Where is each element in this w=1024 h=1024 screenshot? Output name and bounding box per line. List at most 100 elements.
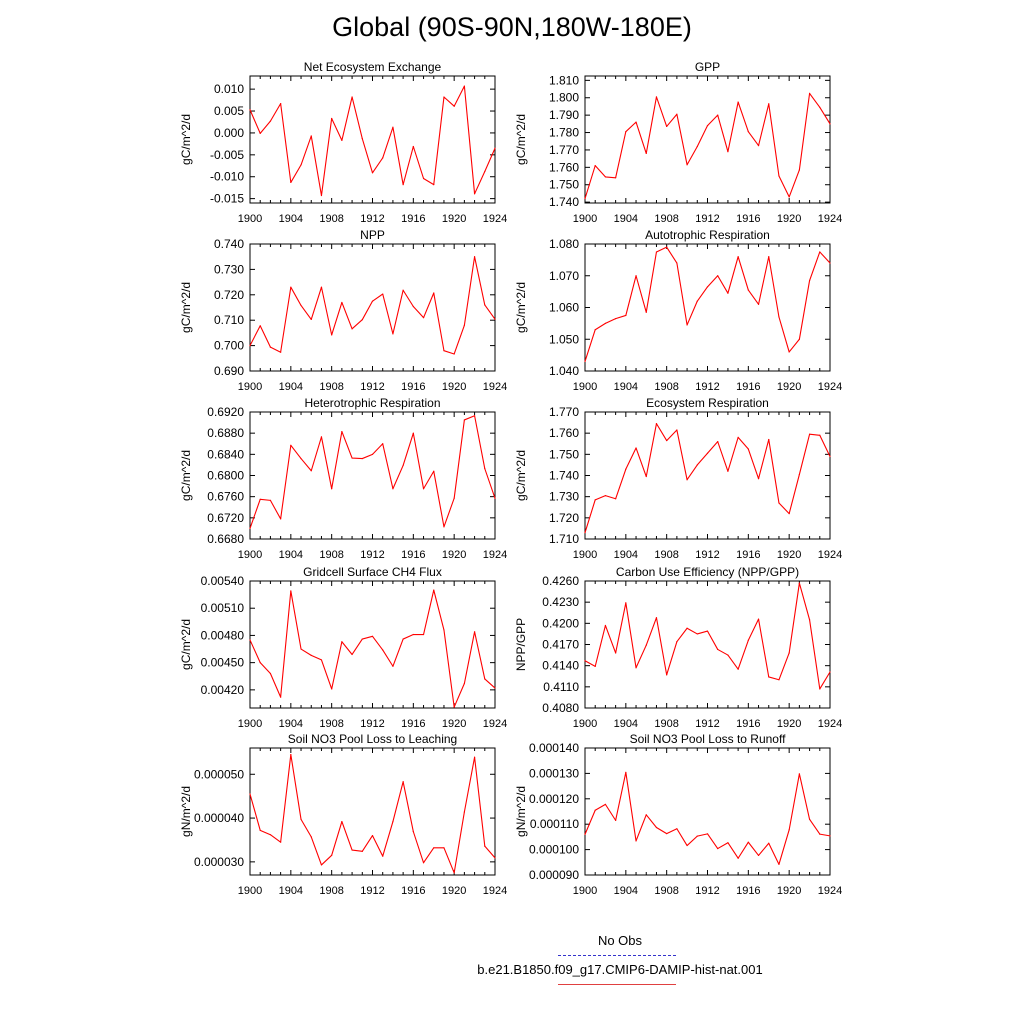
chart-title: Heterotrophic Respiration xyxy=(304,396,440,410)
chart-title: GPP xyxy=(695,60,720,74)
series-line xyxy=(249,754,496,874)
y-tick-label: -0.015 xyxy=(210,192,244,206)
data-point xyxy=(341,641,343,643)
data-point xyxy=(300,164,302,166)
data-point xyxy=(351,653,353,656)
y-tick-label: 1.080 xyxy=(549,237,579,251)
x-tick-label: 1912 xyxy=(695,549,719,561)
y-tick-label: 1.730 xyxy=(549,490,579,504)
y-tick-label: 0.4260 xyxy=(542,574,579,588)
x-tick-label: 1920 xyxy=(442,213,466,225)
data-point xyxy=(757,854,760,857)
data-point xyxy=(666,674,668,676)
data-point xyxy=(625,314,627,317)
data-point xyxy=(290,286,292,288)
plot-frame xyxy=(249,747,496,876)
data-point xyxy=(453,497,455,499)
data-point xyxy=(757,144,760,147)
data-point xyxy=(361,638,363,640)
data-point xyxy=(635,840,637,842)
x-tick-label: 1904 xyxy=(279,213,303,225)
data-point xyxy=(798,473,800,476)
data-point xyxy=(392,126,394,128)
data-point xyxy=(463,811,465,813)
data-point xyxy=(473,756,476,758)
data-point xyxy=(594,809,596,811)
data-point xyxy=(382,649,384,651)
x-tick-label: 1924 xyxy=(818,213,842,225)
data-point xyxy=(453,872,455,874)
data-point xyxy=(443,350,445,352)
plot-frame xyxy=(584,75,831,204)
chart-panel-7: Gridcell Surface CH4 Flux gC/m^2/d 0.00420… xyxy=(179,565,507,730)
data-point xyxy=(819,106,821,108)
data-point xyxy=(747,639,749,641)
data-point xyxy=(412,145,414,148)
data-point xyxy=(717,275,719,277)
data-point xyxy=(747,841,749,843)
data-point xyxy=(788,513,790,515)
data-point xyxy=(341,820,343,823)
x-tick-label: 1924 xyxy=(483,885,507,897)
data-point xyxy=(392,333,394,335)
x-tick-label: 1924 xyxy=(483,381,507,393)
y-tick-label: -0.005 xyxy=(210,148,244,162)
data-point xyxy=(686,164,688,166)
data-point xyxy=(747,448,749,450)
x-tick-label: 1912 xyxy=(360,213,384,225)
data-point xyxy=(747,131,749,133)
y-tick-label: 0.6760 xyxy=(207,490,244,504)
data-point xyxy=(361,457,363,460)
x-tick-label: 1904 xyxy=(614,213,638,225)
data-point xyxy=(625,131,627,133)
data-point xyxy=(757,303,760,305)
data-point xyxy=(453,105,455,107)
x-tick-label: 1916 xyxy=(736,213,760,225)
chart-panel-1: Net Ecosystem Exchange gC/m^2/d -0.015 -0.0… xyxy=(179,60,507,225)
data-point xyxy=(798,338,800,340)
series-line xyxy=(249,256,496,355)
data-point xyxy=(808,433,811,435)
y-tick-label: 0.720 xyxy=(214,288,244,302)
plot-frame xyxy=(584,243,831,372)
x-tick-label: 1924 xyxy=(818,549,842,561)
data-point xyxy=(433,292,435,294)
x-tick-label: 1900 xyxy=(573,381,597,393)
series-line xyxy=(584,771,831,865)
data-point xyxy=(594,329,596,331)
data-point xyxy=(331,117,333,120)
data-point xyxy=(269,346,272,348)
data-point xyxy=(655,423,658,425)
data-point xyxy=(666,833,668,835)
data-point xyxy=(249,345,251,347)
y-tick-label: 1.060 xyxy=(549,301,579,315)
data-point xyxy=(320,436,323,438)
data-point xyxy=(819,251,821,253)
chart-title: Carbon Use Efficiency (NPP/GPP) xyxy=(616,565,799,579)
chart-panel-4: Autotrophic Respiration gC/m^2/d 1.040 1.05… xyxy=(514,228,842,393)
series-line xyxy=(584,582,831,690)
y-tick-label: 0.000120 xyxy=(529,792,579,806)
data-point xyxy=(259,325,261,327)
data-point xyxy=(382,855,384,857)
data-point xyxy=(717,114,719,116)
data-point xyxy=(829,123,831,125)
data-point xyxy=(778,863,780,865)
data-point xyxy=(615,498,617,500)
data-point xyxy=(331,334,333,336)
data-point xyxy=(604,624,607,627)
data-point xyxy=(808,818,811,820)
data-point xyxy=(351,96,353,98)
data-point xyxy=(402,289,404,291)
x-tick-label: 1904 xyxy=(614,381,638,393)
data-point xyxy=(706,452,709,454)
data-point xyxy=(443,629,445,631)
x-tick-label: 1900 xyxy=(573,549,597,561)
data-point xyxy=(676,113,678,115)
data-point xyxy=(706,286,709,288)
data-point xyxy=(819,833,821,835)
data-point xyxy=(584,660,586,662)
data-point xyxy=(798,773,800,775)
data-point xyxy=(768,676,770,678)
